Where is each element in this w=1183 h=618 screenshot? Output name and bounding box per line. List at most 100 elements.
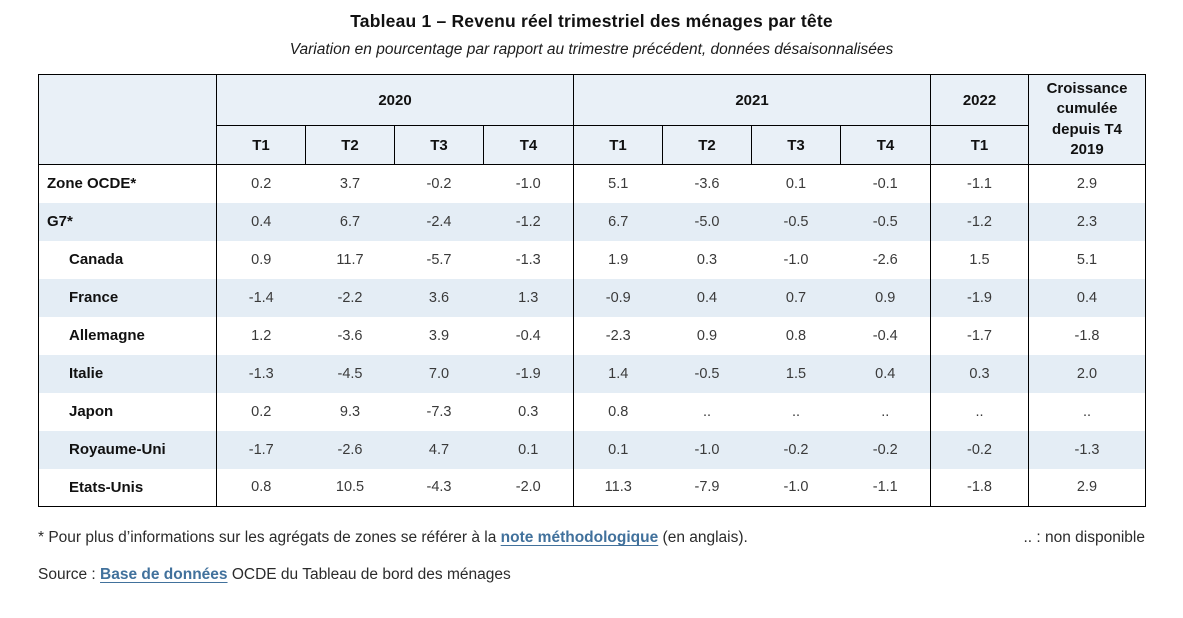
value-cell: 9.3 bbox=[339, 403, 361, 420]
header-row-quarters: T1 T2 T3 T4 T1 T2 T3 T4 T1 bbox=[39, 125, 1146, 165]
value-cell: -1.8 bbox=[930, 468, 1029, 507]
value-cell: 0.3 bbox=[930, 354, 1029, 393]
source-suffix: OCDE du Tableau de bord des ménages bbox=[227, 566, 511, 583]
value-cell: 1.3 bbox=[518, 289, 539, 306]
footnote-suffix: (en anglais). bbox=[658, 529, 748, 546]
value-cell: 7.0 bbox=[428, 365, 450, 382]
value-cell: -0.9 bbox=[573, 278, 663, 317]
col-header-2021-t1: T1 bbox=[573, 125, 663, 165]
data-table: 2020 2021 2022 Croissance cumulée depuis… bbox=[38, 73, 1146, 507]
value-cell: 0.9 bbox=[875, 289, 896, 306]
value-cell: 3.9 bbox=[428, 327, 450, 344]
value-cell: 4.7 bbox=[428, 441, 450, 458]
value-cell: -0.2 bbox=[930, 430, 1029, 469]
value-cell: -1.3 bbox=[515, 251, 541, 268]
value-cell: -0.5 bbox=[872, 213, 898, 230]
value-cell: -2.3 bbox=[573, 316, 663, 355]
value-cell: -0.2 bbox=[872, 441, 898, 458]
value-cell: 3.7 bbox=[339, 175, 361, 192]
value-cell: -0.5 bbox=[694, 365, 720, 382]
value-cell: -2.4 bbox=[426, 213, 452, 230]
row-label: France bbox=[38, 278, 217, 317]
col-header-2021-t2: T2 bbox=[662, 125, 752, 165]
value-cell: -1.1 bbox=[930, 164, 1029, 203]
value-cell: -4.5 bbox=[337, 365, 363, 382]
footnote-zones: * Pour plus d’informations sur les agrég… bbox=[38, 529, 748, 547]
value-cell: -7.3 bbox=[426, 403, 452, 420]
value-cell: 6.7 bbox=[573, 202, 663, 241]
col-header-2020-t3: T3 bbox=[394, 125, 484, 165]
value-cell: -0.4 bbox=[872, 327, 898, 344]
value-cell: -2.0 bbox=[515, 479, 541, 496]
value-cell: 10.5 bbox=[335, 479, 365, 496]
value-cell: 0.8 bbox=[573, 392, 663, 431]
value-cell: -0.2 bbox=[783, 441, 809, 458]
value-cell: -0.4 bbox=[515, 327, 541, 344]
value-cell: 2.0 bbox=[1028, 354, 1146, 393]
table-row: G7* 0.4 6.7 -2.4 -1.2 6.7 -5.0 -0.5 -0.5 -1.2 2.3 bbox=[38, 202, 1146, 241]
value-cell: 1.9 bbox=[573, 240, 663, 279]
footnote-row: * Pour plus d’informations sur les agrég… bbox=[38, 529, 1145, 547]
value-cell: 0.1 bbox=[573, 430, 663, 469]
table-title: Tableau 1 – Revenu réel trimestriel des … bbox=[350, 11, 833, 31]
value-cell: -1.7 bbox=[930, 316, 1029, 355]
value-cell: .. bbox=[1028, 392, 1146, 431]
value-cell: .. bbox=[881, 403, 890, 420]
value-cell: 5.1 bbox=[1028, 240, 1146, 279]
value-cell: .. bbox=[702, 403, 712, 420]
value-cell: 6.7 bbox=[339, 213, 361, 230]
row-label: G7* bbox=[38, 202, 217, 241]
col-header-2020-t1: T1 bbox=[216, 125, 306, 165]
value-cell: -1.1 bbox=[872, 479, 898, 496]
value-cell: 0.2 bbox=[251, 403, 272, 420]
value-cell: 0.1 bbox=[785, 175, 807, 192]
value-cell: -7.9 bbox=[694, 479, 720, 496]
source-row: Source : Base de données OCDE du Tableau… bbox=[38, 566, 1183, 584]
col-group-2022: 2022 bbox=[930, 73, 1029, 127]
value-cell: -0.5 bbox=[783, 213, 809, 230]
row-label: Zone OCDE* bbox=[38, 164, 217, 203]
col-header-2020-t4: T4 bbox=[483, 125, 574, 165]
value-cell: -1.3 bbox=[1028, 430, 1146, 469]
value-cell: -1.8 bbox=[1028, 316, 1146, 355]
value-cell: -2.2 bbox=[337, 289, 363, 306]
table-row: Italie -1.3 -4.5 7.0 -1.9 1.4 -0.5 1.5 0.4 0.3 2.0 bbox=[38, 354, 1146, 393]
table-row: Japon 0.2 9.3 -7.3 0.3 0.8.......... bbox=[38, 392, 1146, 431]
row-label: Japon bbox=[38, 392, 217, 431]
value-cell: 2.9 bbox=[1028, 164, 1146, 203]
table-row: Royaume-Uni -1.7 -2.6 4.7 0.1 0.1 -1.0 -0.2 -0.2… bbox=[38, 430, 1146, 469]
row-label: Etats-Unis bbox=[38, 468, 217, 507]
table-subtitle: Variation en pourcentage par rapport au … bbox=[289, 41, 894, 58]
value-cell: 2.9 bbox=[1028, 468, 1146, 507]
value-cell: 0.7 bbox=[785, 289, 807, 306]
value-cell: -1.0 bbox=[515, 175, 541, 192]
value-cell: -3.6 bbox=[694, 175, 720, 192]
row-label: Allemagne bbox=[38, 316, 217, 355]
value-cell: 0.8 bbox=[251, 479, 272, 496]
source-prefix: Source : bbox=[38, 566, 101, 583]
value-cell: -1.9 bbox=[515, 365, 541, 382]
table-row: Etats-Unis 0.8 10.5 -4.3 -2.0 11.3 -7.9 -1.0 -1.… bbox=[38, 468, 1146, 507]
value-cell: 2.3 bbox=[1028, 202, 1146, 241]
value-cell: 5.1 bbox=[573, 164, 663, 203]
value-cell: 0.9 bbox=[251, 251, 272, 268]
table-row: Canada 0.9 11.7 -5.7 -1.3 1.9 0.3 -1.0 -2.6 1.5 5.… bbox=[38, 240, 1146, 279]
database-link[interactable]: Base de données bbox=[100, 566, 228, 583]
value-cell: -1.0 bbox=[783, 479, 809, 496]
col-header-2022-t1: T1 bbox=[930, 125, 1029, 165]
value-cell: 1.4 bbox=[573, 354, 663, 393]
value-cell: -5.0 bbox=[694, 213, 720, 230]
methodology-note-link[interactable]: note méthodologique bbox=[500, 529, 659, 546]
value-cell: -1.2 bbox=[930, 202, 1029, 241]
value-cell: 0.4 bbox=[1028, 278, 1146, 317]
value-cell: 11.3 bbox=[573, 468, 663, 507]
value-cell: -1.0 bbox=[783, 251, 809, 268]
value-cell: .. bbox=[930, 392, 1029, 431]
value-cell: -1.9 bbox=[930, 278, 1029, 317]
value-cell: 0.4 bbox=[251, 213, 272, 230]
row-label: Italie bbox=[38, 354, 217, 393]
value-cell: 0.4 bbox=[696, 289, 718, 306]
value-cell: .. bbox=[791, 403, 801, 420]
row-label: Canada bbox=[38, 240, 217, 279]
